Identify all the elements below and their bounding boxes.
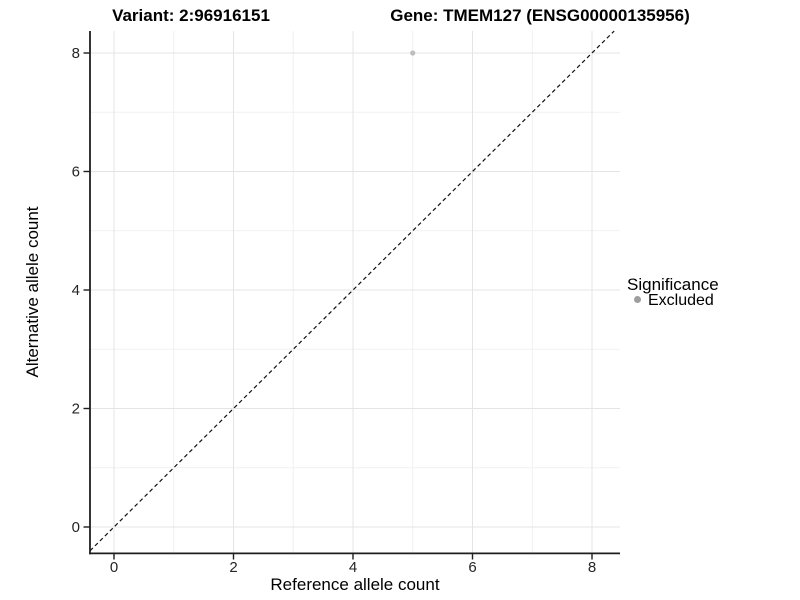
y-tick-label: 8 bbox=[72, 45, 80, 62]
x-tick-labels: 0 2 4 6 8 bbox=[110, 559, 596, 576]
x-tick-label: 2 bbox=[229, 559, 237, 576]
legend: Significance Excluded bbox=[627, 275, 719, 309]
legend-key-dot bbox=[634, 296, 641, 303]
data-points bbox=[410, 50, 416, 56]
y-axis-title: Alternative allele count bbox=[23, 206, 42, 377]
data-point-excluded bbox=[410, 50, 416, 56]
x-tick-label: 0 bbox=[110, 559, 118, 576]
plot-title-variant: Variant: 2:96916151 bbox=[112, 6, 270, 25]
legend-entry-label: Excluded bbox=[648, 292, 714, 309]
panel-background bbox=[90, 31, 620, 553]
y-tick-label: 0 bbox=[72, 519, 80, 536]
y-tick-label: 2 bbox=[72, 401, 80, 418]
y-tick-marks bbox=[83, 52, 90, 528]
legend-title: Significance bbox=[627, 275, 719, 294]
x-tick-label: 6 bbox=[468, 559, 476, 576]
grid-lines bbox=[90, 31, 620, 553]
y-tick-label: 4 bbox=[72, 282, 80, 299]
x-tick-label: 4 bbox=[349, 559, 357, 576]
x-tick-marks bbox=[113, 553, 593, 560]
x-axis-title: Reference allele count bbox=[270, 575, 439, 594]
y-tick-label: 6 bbox=[72, 164, 80, 181]
plot-title-gene: Gene: TMEM127 (ENSG00000135956) bbox=[390, 6, 690, 25]
x-tick-label: 8 bbox=[588, 559, 596, 576]
y-tick-labels: 0 2 4 6 8 bbox=[72, 45, 80, 536]
